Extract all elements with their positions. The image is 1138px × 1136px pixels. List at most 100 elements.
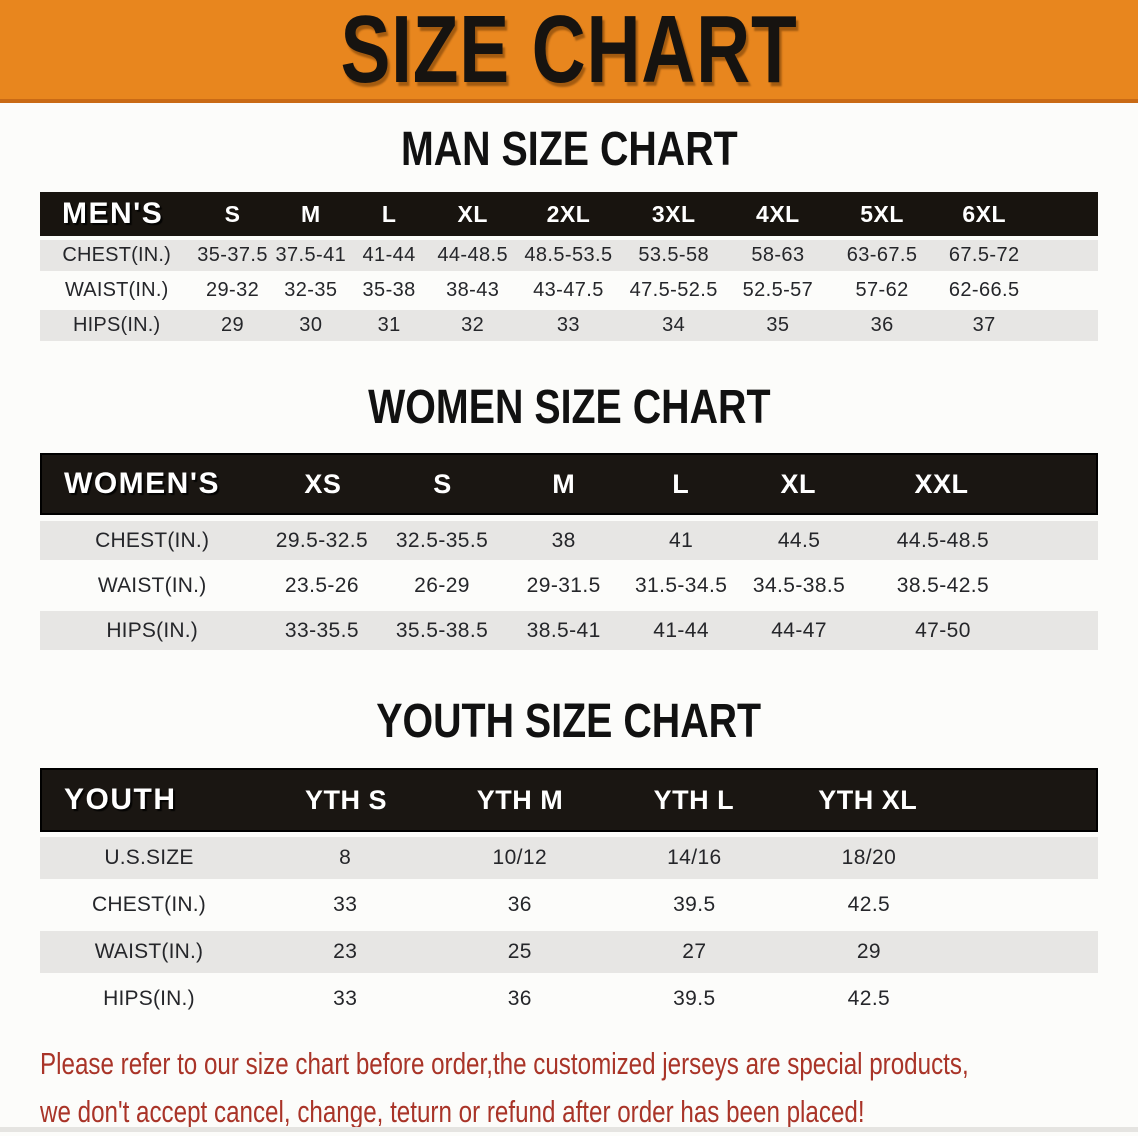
cell-value: 53.5-58: [638, 244, 709, 266]
cell-value: 32: [461, 314, 485, 336]
column-header: 4XL: [756, 200, 800, 227]
cell-value: 44-47: [771, 618, 827, 642]
youth-section-heading: YOUTH SIZE CHART: [0, 698, 1138, 746]
men-section-heading: MAN SIZE CHART: [0, 126, 1138, 174]
cell-value: 8: [339, 846, 352, 869]
table-corner-label: WOMEN'S: [64, 467, 220, 500]
column-header: S: [433, 468, 452, 499]
cell-value: 35: [766, 314, 790, 336]
footer-line-2: we don't accept cancel, change, teturn o…: [40, 1094, 865, 1130]
cell-value: 44-48.5: [437, 244, 508, 266]
column-header: L: [381, 200, 397, 227]
column-header: 2XL: [546, 200, 591, 227]
column-header: M: [300, 200, 321, 227]
table-row: CHEST(IN.) 33 36 39.5 42.5: [40, 884, 1098, 926]
column-header: S: [224, 200, 241, 227]
table-row: HIPS(IN.) 33-35.5 35.5-38.5 38.5-41 41-44 44-…: [40, 611, 1098, 650]
cell-value: 23: [333, 940, 358, 963]
row-label: HIPS(IN.): [73, 314, 161, 336]
cell-value: 33: [333, 893, 358, 916]
men-table-header-row: MEN'S S M L XL 2XL 3XL 4XL 5XL 6XL: [40, 192, 1098, 236]
cell-value: 43-47.5: [533, 279, 604, 301]
cell-value: 30: [299, 314, 323, 336]
cell-value: 29-31.5: [526, 573, 601, 597]
footer-line-1: Please refer to our size chart before or…: [40, 1046, 969, 1081]
cell-value: 31: [377, 314, 401, 336]
size-chart-banner: SIZE CHART: [0, 0, 1138, 103]
row-label: HIPS(IN.): [103, 987, 195, 1010]
cell-value: 18/20: [841, 846, 897, 869]
cell-value: 33: [556, 314, 580, 336]
cell-value: 14/16: [667, 846, 722, 869]
table-row: HIPS(IN.) 33 36 39.5 42.5: [40, 978, 1098, 1020]
cell-value: 36: [507, 893, 532, 916]
row-label: CHEST(IN.): [91, 893, 206, 916]
cell-value: 32.5-35.5: [395, 528, 489, 552]
cell-value: 41-44: [362, 244, 416, 266]
cell-value: 26-29: [414, 573, 470, 597]
table-row: U.S.SIZE 8 10/12 14/16 18/20: [40, 837, 1098, 879]
cell-value: 34.5-38.5: [752, 573, 846, 597]
cell-value: 33: [333, 987, 358, 1010]
bottom-edge-strip: [0, 1127, 1138, 1132]
cell-value: 10/12: [492, 846, 548, 869]
table-row: WAIST(IN.) 23 25 27 29: [40, 931, 1098, 973]
cell-value: 38.5-42.5: [896, 573, 990, 597]
banner-title: SIZE CHART: [340, 0, 798, 103]
women-size-table: WOMEN'S XS S M L XL XXL CHEST(IN.) 29.5-32.5 32.5…: [40, 453, 1098, 650]
cell-value: 42.5: [847, 893, 891, 916]
cell-value: 29-32: [205, 279, 260, 301]
cell-value: 52.5-57: [742, 279, 814, 301]
table-row: WAIST(IN.) 29-32 32-35 35-38 38-43 43-47.5 47.…: [40, 275, 1098, 306]
table-corner-label: MEN'S: [62, 197, 164, 230]
row-label: CHEST(IN.): [62, 244, 172, 266]
column-header: 5XL: [860, 200, 904, 227]
cell-value: 38.5-41: [526, 618, 601, 642]
cell-value: 25: [507, 940, 532, 963]
column-header: YTH XL: [818, 784, 918, 815]
cell-value: 29: [856, 940, 881, 963]
cell-value: 31.5-34.5: [634, 573, 728, 597]
cell-value: 23.5-26: [284, 573, 359, 597]
women-table-header-row: WOMEN'S XS S M L XL XXL: [40, 453, 1098, 515]
cell-value: 29: [221, 314, 245, 336]
cell-value: 57-62: [855, 279, 909, 301]
cell-value: 42.5: [847, 987, 891, 1010]
cell-value: 37.5-41: [275, 244, 347, 266]
row-label: HIPS(IN.): [106, 618, 198, 642]
youth-size-table: YOUTH YTH S YTH M YTH L YTH XL U.S.SIZE 8 10/12…: [40, 768, 1098, 1020]
row-label: CHEST(IN.): [95, 528, 210, 552]
column-header: XS: [304, 468, 342, 499]
cell-value: 35-37.5: [197, 244, 268, 266]
table-corner-label: YOUTH: [64, 783, 177, 816]
table-row: WAIST(IN.) 23.5-26 26-29 29-31.5 31.5-34.5 34…: [40, 566, 1098, 605]
cell-value: 38: [551, 528, 576, 552]
size-tables-container: MAN SIZE CHART MEN'S S M L XL 2XL 3XL 4XL 5XL 6XL C…: [0, 126, 1138, 1020]
column-header: 3XL: [651, 200, 696, 227]
cell-value: 47.5-52.5: [629, 279, 718, 301]
cell-value: 29.5-32.5: [275, 528, 369, 552]
cell-value: 47-50: [915, 618, 971, 642]
cell-value: 41: [669, 528, 694, 552]
cell-value: 48.5-53.5: [524, 244, 613, 266]
cell-value: 35.5-38.5: [395, 618, 489, 642]
column-header: XL: [780, 468, 816, 499]
table-row: CHEST(IN.) 35-37.5 37.5-41 41-44 44-48.5 48.5…: [40, 240, 1098, 271]
cell-value: 63-67.5: [846, 244, 918, 266]
cell-value: 36: [507, 987, 532, 1010]
cell-value: 62-66.5: [948, 279, 1020, 301]
youth-section-heading-text: YOUTH SIZE CHART: [376, 695, 762, 748]
column-header: YTH S: [305, 784, 388, 815]
column-header: YTH M: [476, 784, 564, 815]
column-header: XXL: [914, 468, 969, 499]
men-size-table: MEN'S S M L XL 2XL 3XL 4XL 5XL 6XL CHEST(IN.) 35-37…: [40, 192, 1098, 341]
cell-value: 39.5: [673, 987, 716, 1010]
column-header: L: [672, 468, 690, 499]
cell-value: 37: [972, 314, 996, 336]
cell-value: 36: [870, 314, 894, 336]
column-header: XL: [457, 200, 488, 227]
row-label: U.S.SIZE: [104, 846, 194, 869]
men-section-heading-text: MAN SIZE CHART: [400, 123, 738, 176]
cell-value: 35-38: [362, 279, 416, 301]
